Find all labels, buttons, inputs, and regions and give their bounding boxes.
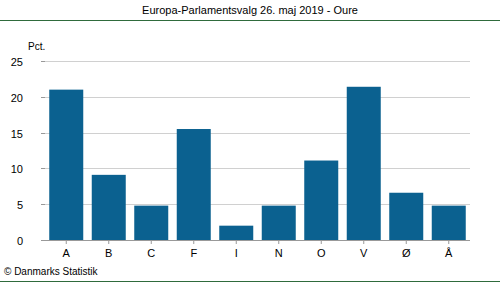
bottom-rule (0, 281, 500, 282)
y-tick-label: 5 (17, 199, 23, 211)
x-tick (108, 240, 109, 244)
y-tick-label: 0 (17, 235, 23, 247)
y-tick-label: 10 (11, 163, 23, 175)
x-tick-label: C (147, 247, 155, 259)
grid-line (45, 168, 470, 169)
x-tick (363, 240, 364, 244)
grid-line (45, 97, 470, 98)
x-tick (406, 240, 407, 244)
x-tick (66, 240, 67, 244)
x-tick-label: Ø (402, 247, 411, 259)
bar (92, 175, 126, 240)
title: Europa-Parlamentsvalg 26. maj 2019 - Our… (142, 4, 358, 16)
x-tick-label: O (317, 247, 326, 259)
x-tick-label: N (275, 247, 283, 259)
x-tick-label: Å (445, 247, 453, 259)
x-tick (278, 240, 279, 244)
bar (262, 206, 296, 240)
grid-line (45, 61, 470, 62)
x-tick (151, 240, 152, 244)
x-tick (236, 240, 237, 244)
y-tick (41, 168, 45, 169)
y-tick (41, 240, 45, 241)
y-axis-label: Pct. (28, 41, 45, 52)
y-tick-label: 25 (11, 56, 23, 68)
x-tick (448, 240, 449, 244)
chart: Europa-Parlamentsvalg 26. maj 2019 - Our… (0, 0, 500, 282)
y-tick (41, 204, 45, 205)
y-tick (41, 61, 45, 62)
x-tick-label: A (63, 247, 71, 259)
y-tick (41, 97, 45, 98)
x-tick-label: B (105, 247, 112, 259)
bars (49, 87, 466, 240)
bar (177, 129, 211, 240)
y-tick (41, 133, 45, 134)
bar (49, 90, 83, 240)
x-tick-label: I (235, 247, 238, 259)
bar (219, 226, 253, 240)
x-tick (321, 240, 322, 244)
y-tick-label: 15 (11, 128, 23, 140)
bar (347, 87, 381, 240)
grid-line (45, 133, 470, 134)
bar (134, 206, 168, 240)
x-tick-label: F (190, 247, 197, 259)
x-tick-label: V (360, 247, 368, 259)
title-rule (0, 20, 500, 21)
bar (432, 206, 466, 240)
y-tick-label: 20 (11, 92, 23, 104)
x-tick (193, 240, 194, 244)
footer: © Danmarks Statistik (4, 266, 99, 277)
bar (389, 193, 423, 240)
bar (304, 161, 338, 240)
